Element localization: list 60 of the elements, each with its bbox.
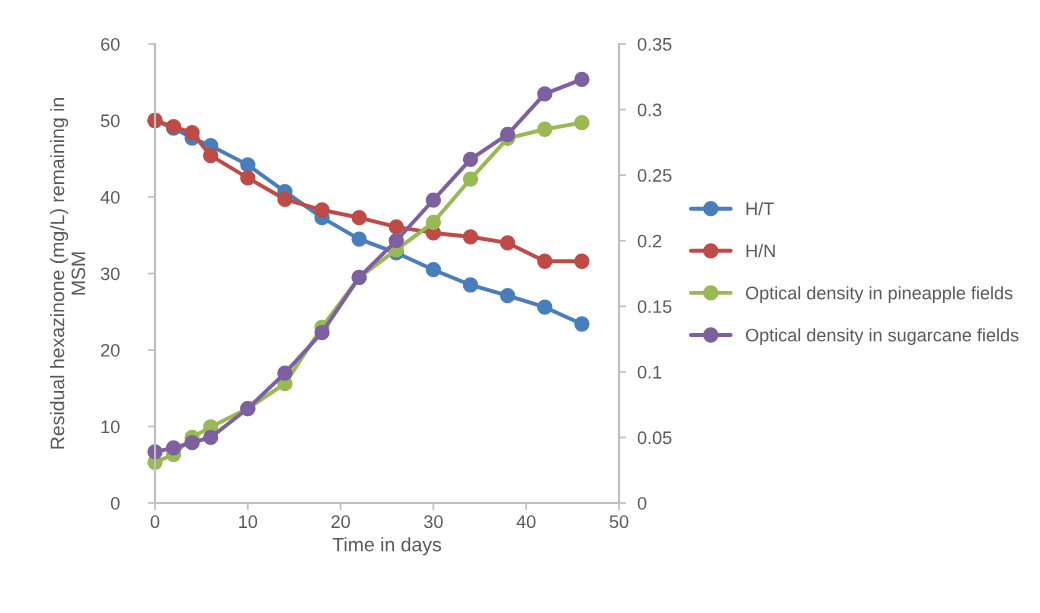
point: [277, 365, 293, 381]
y-tick-label: 20: [101, 343, 120, 357]
point: [314, 324, 330, 341]
legend-label: Optical density in pineapple fields: [745, 286, 1013, 303]
y-tick-label: 10: [101, 420, 120, 434]
legend-label: Optical density in sugarcane fields: [745, 328, 1019, 346]
y2-tick-label: 0.3: [637, 103, 662, 117]
point: [462, 151, 479, 168]
y2-tick-label: 0.2: [637, 234, 662, 248]
y2-tick-label: 0.25: [637, 169, 672, 182]
point: [425, 262, 442, 278]
y-tick-label: 60: [101, 37, 120, 51]
y2-tick-label: 0: [637, 496, 647, 510]
x-tick-label: 20: [331, 515, 350, 529]
y2-tick-label: 0.05: [637, 431, 672, 445]
x-tick-label: 10: [239, 515, 258, 529]
x-axis-title: Time in days: [332, 537, 442, 556]
x-tick-label: 0: [150, 515, 160, 529]
point: [500, 126, 516, 143]
point: [574, 316, 590, 332]
legend-label: H/T: [746, 201, 774, 216]
point: [500, 235, 516, 251]
point: [351, 210, 367, 226]
y-tick-label: 40: [100, 190, 120, 204]
point: [314, 202, 330, 218]
point: [277, 191, 293, 207]
point: [537, 299, 553, 315]
point: [537, 86, 553, 102]
point: [351, 231, 367, 247]
point: [165, 440, 182, 456]
x-tick-label: 30: [424, 515, 443, 529]
point: [425, 214, 442, 230]
point: [388, 233, 404, 249]
point: [388, 219, 404, 235]
point: [462, 229, 479, 245]
point: [537, 253, 553, 269]
point: [500, 288, 516, 304]
point: [574, 253, 590, 269]
point: [462, 171, 479, 187]
y2-tick-label: 0.15: [637, 300, 672, 314]
point: [425, 192, 442, 208]
point: [574, 71, 590, 88]
y-tick-label: 0: [110, 496, 120, 510]
y-axis-title: Residual hexazinone (mg/L) remaining in MSM: [50, 98, 86, 449]
point: [537, 121, 553, 137]
point: [203, 429, 219, 446]
point: [240, 170, 256, 186]
point: [240, 157, 256, 173]
x-tick-label: 50: [609, 515, 629, 529]
point: [574, 115, 590, 131]
legend-label: H/N: [746, 244, 775, 258]
x-tick-label: 40: [516, 515, 536, 529]
point: [203, 148, 219, 164]
y-tick-label: 30: [100, 267, 120, 281]
y2-tick-label: 0.1: [637, 365, 662, 379]
y-tick-label: 50: [100, 114, 120, 128]
point: [462, 277, 479, 293]
point: [184, 435, 200, 451]
y2-tick-label: 0.35: [637, 37, 672, 51]
point: [184, 125, 200, 141]
